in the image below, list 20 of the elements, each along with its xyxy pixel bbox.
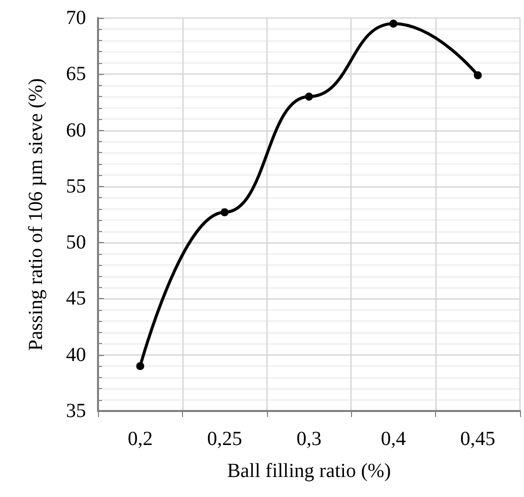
- x-tick-label: 0,4: [380, 428, 406, 450]
- y-tick-label: 50: [66, 232, 86, 254]
- x-tick-label: 0,3: [296, 428, 322, 450]
- y-tick-label: 60: [66, 119, 86, 142]
- y-tick-label: 35: [66, 400, 86, 422]
- point: [220, 208, 229, 216]
- x-tick-label: 0,45: [460, 428, 496, 450]
- y-tick-label: 55: [66, 175, 86, 198]
- y-tick-label: 65: [66, 63, 86, 86]
- y-tick-label: 70: [66, 7, 86, 29]
- y-tick-label: 45: [66, 288, 86, 310]
- point: [474, 71, 482, 80]
- y-axis-title: Passing ratio of 106 µm sieve (%): [25, 78, 47, 351]
- x-tick-label: 0,25: [207, 428, 242, 450]
- point: [305, 92, 313, 101]
- point: [389, 20, 398, 28]
- point: [136, 362, 144, 370]
- x-tick-label: 0,2: [128, 428, 153, 450]
- x-axis-title: Ball filling ratio (%): [227, 460, 391, 482]
- y-tick-label: 40: [66, 344, 86, 366]
